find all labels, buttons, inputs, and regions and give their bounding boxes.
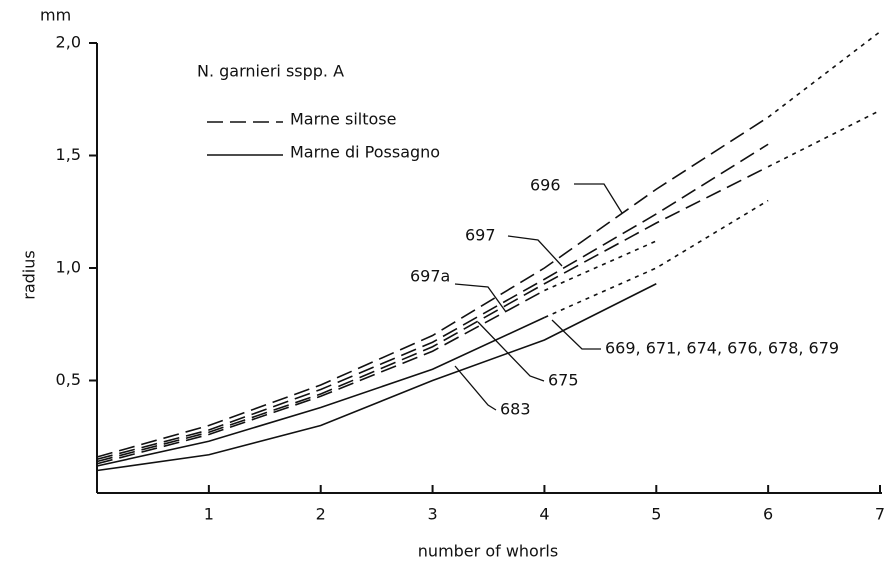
unit-label: mm bbox=[40, 6, 71, 25]
y-tick-label: 0,5 bbox=[56, 370, 81, 389]
series-line bbox=[96, 143, 769, 461]
series-line-extrapolated bbox=[767, 31, 881, 118]
x-tick-label: 7 bbox=[875, 505, 885, 524]
y-axis-label: radius bbox=[20, 250, 39, 299]
series-label: 675 bbox=[548, 371, 579, 390]
legend-label: Marne siltose bbox=[290, 110, 396, 129]
series-line-extrapolated bbox=[767, 109, 881, 168]
x-tick-label: 6 bbox=[763, 505, 773, 524]
leader-line bbox=[507, 235, 563, 267]
series-label: 683 bbox=[500, 400, 531, 419]
x-tick-label: 4 bbox=[539, 505, 549, 524]
series-label: 697 bbox=[465, 226, 496, 245]
leader-line bbox=[454, 283, 507, 313]
annotation: N. garnieri sspp. A bbox=[197, 62, 344, 81]
legend-label: Marne di Possagno bbox=[290, 143, 440, 162]
series-line-extrapolated bbox=[544, 199, 769, 319]
leader-line bbox=[454, 365, 497, 411]
x-tick-label: 1 bbox=[204, 505, 214, 524]
series-label: 696 bbox=[530, 176, 561, 195]
series-line bbox=[96, 316, 545, 467]
y-tick-label: 1,5 bbox=[56, 145, 81, 164]
series-label: 669, 671, 674, 676, 678, 679 bbox=[605, 339, 839, 358]
leader-line bbox=[551, 319, 601, 350]
series-line bbox=[96, 116, 769, 458]
series-label: 697a bbox=[410, 267, 450, 286]
x-axis-label: number of whorls bbox=[418, 542, 558, 561]
series-line bbox=[96, 289, 545, 465]
y-tick-label: 1,0 bbox=[56, 258, 81, 277]
x-tick-label: 2 bbox=[316, 505, 326, 524]
series-line bbox=[96, 166, 769, 463]
leader-line bbox=[574, 183, 623, 214]
series-line-extrapolated bbox=[544, 240, 657, 292]
x-tick-label: 3 bbox=[427, 505, 437, 524]
x-tick-label: 5 bbox=[651, 505, 661, 524]
y-tick-label: 2,0 bbox=[56, 33, 81, 52]
leader-line bbox=[477, 321, 545, 382]
